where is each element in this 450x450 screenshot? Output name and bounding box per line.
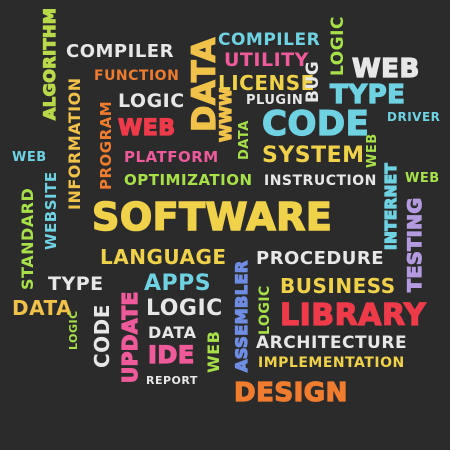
word-report: REPORT [146, 374, 198, 387]
word-design: DESIGN [233, 378, 348, 408]
word-license: LICENSE [218, 71, 315, 95]
word-data-3: DATA [12, 296, 73, 320]
word-website: WEBSITE [42, 171, 60, 250]
word-logic-3: LOGIC [146, 296, 223, 321]
word-optimization: OPTIMIZATION [124, 171, 253, 189]
word-program: PROGRAM [97, 100, 115, 190]
word-logic-4: LOGIC [257, 285, 273, 335]
word-apps: APPS [144, 271, 212, 296]
word-software: SOFTWARE [91, 195, 333, 239]
word-standard: STANDARD [18, 187, 37, 290]
word-www: WWW [215, 87, 235, 143]
word-library: LIBRARY [279, 298, 427, 333]
word-architecture: ARCHITECTURE [256, 333, 408, 353]
word-data-4: DATA [148, 323, 197, 342]
word-platform: PLATFORM [124, 148, 219, 166]
word-business: BUSINESS [280, 274, 396, 298]
word-implementation: IMPLEMENTATION [258, 355, 405, 371]
word-driver: DRIVER [387, 110, 441, 124]
word-assembler: ASSEMBLER [231, 260, 251, 373]
word-data-2: DATA [237, 120, 252, 160]
word-procedure: PROCEDURE [256, 248, 385, 269]
word-web-5: WEB [405, 171, 440, 186]
word-plugin: PLUGIN [246, 93, 304, 108]
word-compiler-2: COMPILER [218, 30, 321, 50]
word-code-2: CODE [90, 304, 114, 368]
word-internet: INTERNET [381, 162, 400, 251]
word-web-4: WEB [365, 133, 380, 168]
word-web-1: WEB [351, 54, 420, 84]
word-algorithm: ALGORITHM [39, 7, 59, 121]
word-web-3: WEB [12, 150, 47, 165]
word-logic-1: LOGIC [328, 16, 348, 76]
word-information: INFORMATION [65, 77, 84, 210]
word-web-6: WEB [204, 330, 223, 373]
word-ide: IDE [147, 341, 195, 369]
word-web-2: WEB [117, 116, 176, 141]
word-compiler-1: COMPILER [66, 41, 174, 62]
word-utility: UTILITY [224, 49, 309, 71]
word-type-1: TYPE [329, 80, 406, 110]
word-system: SYSTEM [262, 143, 365, 168]
word-testing: TESTING [403, 197, 426, 293]
word-instruction: INSTRUCTION [264, 173, 377, 189]
word-update: UPDATE [117, 291, 142, 384]
word-bug: BUG [303, 60, 323, 103]
word-function: FUNCTION [94, 68, 180, 84]
word-language: LANGUAGE [100, 245, 227, 269]
word-logic-5: LOGIC [67, 310, 80, 350]
word-type-2: TYPE [48, 273, 104, 295]
word-code-1: CODE [261, 104, 370, 144]
word-logic-2: LOGIC [118, 90, 185, 112]
